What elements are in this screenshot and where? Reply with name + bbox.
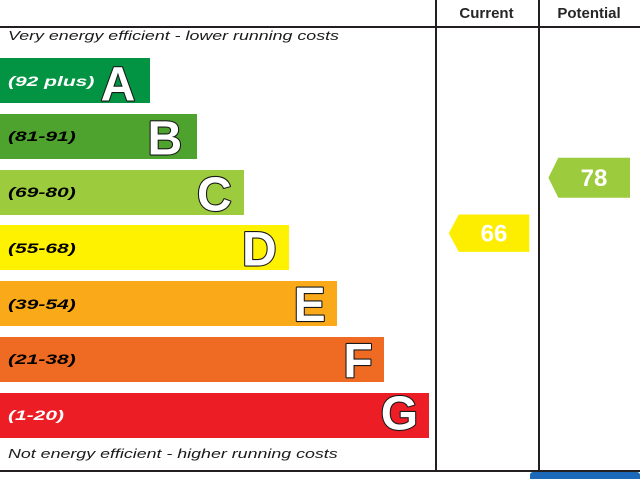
svg-text:66: 66 — [481, 221, 508, 248]
svg-text:78: 78 — [581, 165, 608, 192]
